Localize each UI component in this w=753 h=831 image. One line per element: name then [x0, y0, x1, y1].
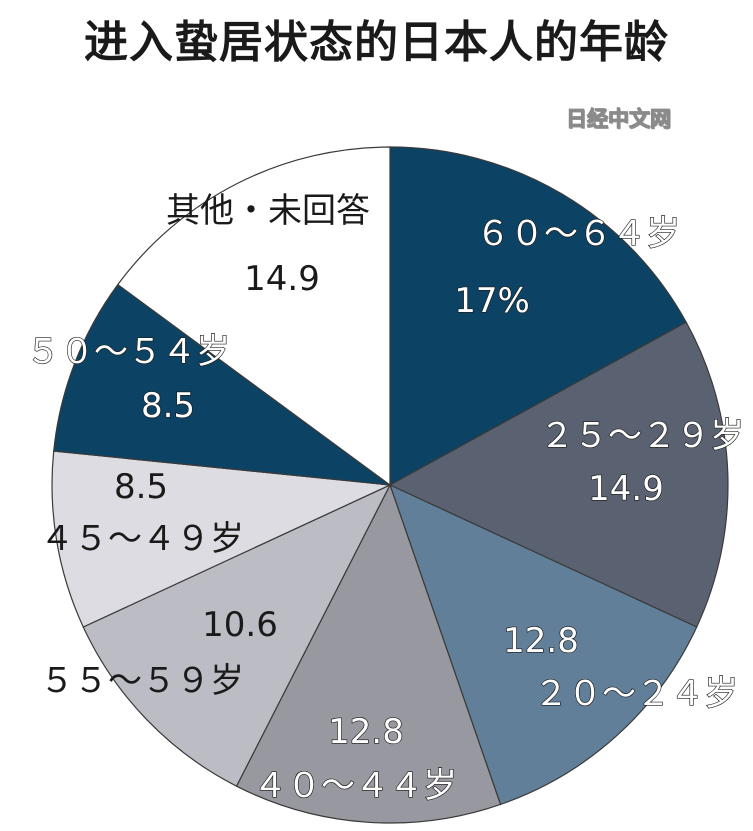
slice-label: 其他・未回答	[166, 191, 370, 231]
pie-slice	[53, 283, 393, 486]
slice-label: ６０～６４岁	[476, 214, 680, 254]
pie-slice	[388, 483, 698, 806]
slice-label: ５５～５９岁	[40, 661, 244, 701]
pie-slice	[235, 483, 502, 824]
slice-value-label: 14.9	[244, 259, 320, 299]
pie-slice	[389, 146, 688, 487]
pie-slice	[82, 483, 392, 787]
slice-label: ２５～２９岁	[540, 416, 744, 456]
slice-value-label: 10.6	[202, 605, 278, 645]
pie-slice	[51, 450, 393, 628]
slice-value-label: 14.9	[588, 469, 664, 509]
slice-value-label: 8.5	[141, 386, 195, 426]
slice-label: ４５～４９岁	[40, 519, 244, 559]
slice-value-label: 12.8	[503, 621, 579, 661]
slice-value-label: 12.8	[328, 712, 404, 752]
source-watermark: 日经中文网	[566, 107, 672, 132]
slice-value-label: 17%	[454, 281, 530, 321]
chart-title: 进入蛰居状态的日本人的年龄	[84, 17, 669, 68]
slice-label: ５０～５４岁	[26, 332, 230, 372]
pie-slice	[116, 146, 391, 487]
pie-slice	[388, 321, 729, 628]
slice-label: ４０～４４岁	[253, 766, 457, 806]
slice-label: ２０～２４岁	[534, 674, 738, 714]
slice-value-label: 8.5	[114, 467, 168, 507]
